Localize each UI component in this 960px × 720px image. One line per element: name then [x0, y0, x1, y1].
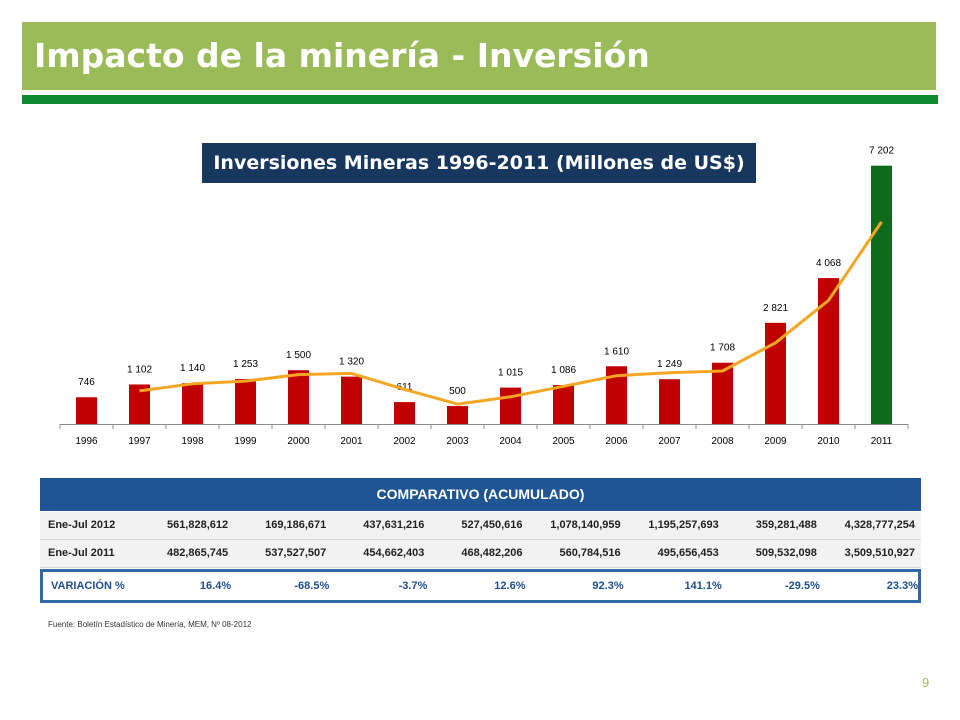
x-tick-label-2010: 2010	[817, 436, 840, 447]
x-tick-label-1998: 1998	[181, 436, 204, 447]
bar-2011	[871, 165, 892, 424]
x-tick-label-2007: 2007	[658, 436, 681, 447]
bar-2010	[818, 278, 839, 424]
x-tick-label-2005: 2005	[552, 436, 575, 447]
data-label-2005: 1 086	[551, 365, 576, 376]
data-label-2011: 7 202	[869, 146, 894, 157]
x-tick-label-1999: 1999	[234, 436, 257, 447]
bar-1996	[76, 397, 97, 424]
comparison-table: COMPARATIVO (ACUMULADO) Ene-Jul 2012 561,…	[40, 478, 921, 606]
x-tick-label-2009: 2009	[764, 436, 787, 447]
table-cell: 12.6%	[494, 580, 526, 592]
trend-line	[139, 221, 883, 406]
data-label-2006: 1 610	[604, 346, 629, 357]
bar-2007	[659, 379, 680, 424]
bar-2009	[765, 322, 786, 424]
bar-1999	[235, 379, 256, 424]
bar-2006	[606, 366, 627, 424]
table-row: VARIACIÓN % 16.4% -68.5% -3.7% 12.6% 92.3% 141…	[40, 569, 921, 603]
table-cell: 359,281,488	[755, 519, 817, 531]
data-label-1997: 1 102	[127, 364, 152, 375]
table-cell: 561,828,612	[166, 519, 229, 531]
chart-title-box: Inversiones Mineras 1996-2011 (Millones …	[202, 143, 756, 183]
data-label-1996: 746	[78, 377, 95, 388]
table-cell: 23.3%	[886, 580, 918, 592]
bar-2005	[553, 385, 574, 424]
row-label: Ene-Jul 2011	[48, 547, 115, 559]
data-label-2000: 1 500	[286, 350, 311, 361]
x-tick-label-2011: 2011	[871, 436, 893, 447]
data-label-1999: 1 253	[233, 359, 258, 370]
row-label: VARIACIÓN %	[51, 580, 125, 592]
data-label-2008: 1 708	[710, 343, 735, 354]
table-cell: 3,509,510,927	[844, 547, 915, 559]
bar-2002	[394, 402, 415, 424]
table-cell: 454,662,403	[363, 547, 425, 559]
data-label-2002: 611	[397, 382, 413, 393]
table-header: COMPARATIVO (ACUMULADO)	[40, 478, 921, 511]
bar-2004	[500, 387, 521, 424]
data-label-2004: 1 015	[498, 368, 523, 379]
bar-2008	[712, 362, 733, 424]
x-tick-label-2004: 2004	[499, 436, 522, 447]
x-tick-label-2000: 2000	[287, 436, 310, 447]
table-cell: 141.1%	[684, 580, 722, 592]
page-number: 9	[922, 675, 930, 690]
investment-bar-chart: 1996 746 1997 1 102 1998 1 140 1999 1 253 2000 1 …	[59, 146, 909, 447]
table-cell: -29.5%	[785, 580, 820, 592]
table-cell: 4,328,777,254	[844, 519, 915, 531]
table-row: Ene-Jul 2011 482,865,745 537,527,507 454,66…	[40, 540, 921, 568]
data-label-2009: 2 821	[763, 303, 788, 314]
source-note: Fuente: Boletín Estadístico de Minería, …	[48, 620, 252, 629]
slide-title: Impacto de la minería - Inversión	[34, 36, 650, 75]
table-cell: 495,656,453	[657, 547, 719, 559]
x-tick-label-1996: 1996	[75, 436, 98, 447]
x-tick-label-2002: 2002	[393, 436, 416, 447]
table-cell: 169,186,671	[265, 519, 327, 531]
chart-title: Inversiones Mineras 1996-2011 (Millones …	[213, 152, 745, 174]
table-cell: 16.4%	[199, 580, 232, 592]
x-tick-label-2008: 2008	[711, 436, 734, 447]
table-cell: -3.7%	[398, 580, 428, 592]
table-cell: 537,527,507	[265, 547, 327, 559]
table-cell: 1,078,140,959	[550, 519, 621, 531]
bar-2003	[447, 406, 468, 424]
table-cell: 527,450,616	[461, 519, 523, 531]
table-cell: 437,631,216	[363, 519, 425, 531]
table-header-label: COMPARATIVO (ACUMULADO)	[376, 486, 585, 502]
table-cell: 468,482,206	[461, 547, 523, 559]
data-label-1998: 1 140	[180, 363, 205, 374]
data-label-2001: 1 320	[339, 357, 364, 368]
bar-1997	[129, 384, 150, 424]
table-cell: 1,195,257,693	[648, 519, 719, 531]
table-cell: 560,784,516	[559, 547, 621, 559]
table-cell: -68.5%	[294, 580, 330, 592]
data-label-2010: 4 068	[816, 258, 841, 269]
title-divider	[22, 95, 938, 104]
x-tick-label-2003: 2003	[446, 436, 469, 447]
bar-2001	[341, 376, 362, 424]
row-label: Ene-Jul 2012	[48, 519, 116, 531]
x-tick-label-2001: 2001	[340, 436, 363, 447]
bar-2000	[288, 370, 309, 424]
data-label-2007: 1 249	[657, 359, 682, 370]
table-row: Ene-Jul 2012 561,828,612 169,186,671 437,63…	[40, 512, 921, 540]
x-tick-label-1997: 1997	[128, 436, 151, 447]
x-tick-label-2006: 2006	[605, 436, 628, 447]
bar-1998	[182, 383, 203, 424]
table-cell: 92.3%	[592, 580, 624, 592]
title-bar: Impacto de la minería - Inversión	[22, 22, 936, 90]
data-label-2003: 500	[449, 386, 466, 397]
table-cell: 509,532,098	[755, 547, 817, 559]
table-cell: 482,865,745	[166, 547, 229, 559]
